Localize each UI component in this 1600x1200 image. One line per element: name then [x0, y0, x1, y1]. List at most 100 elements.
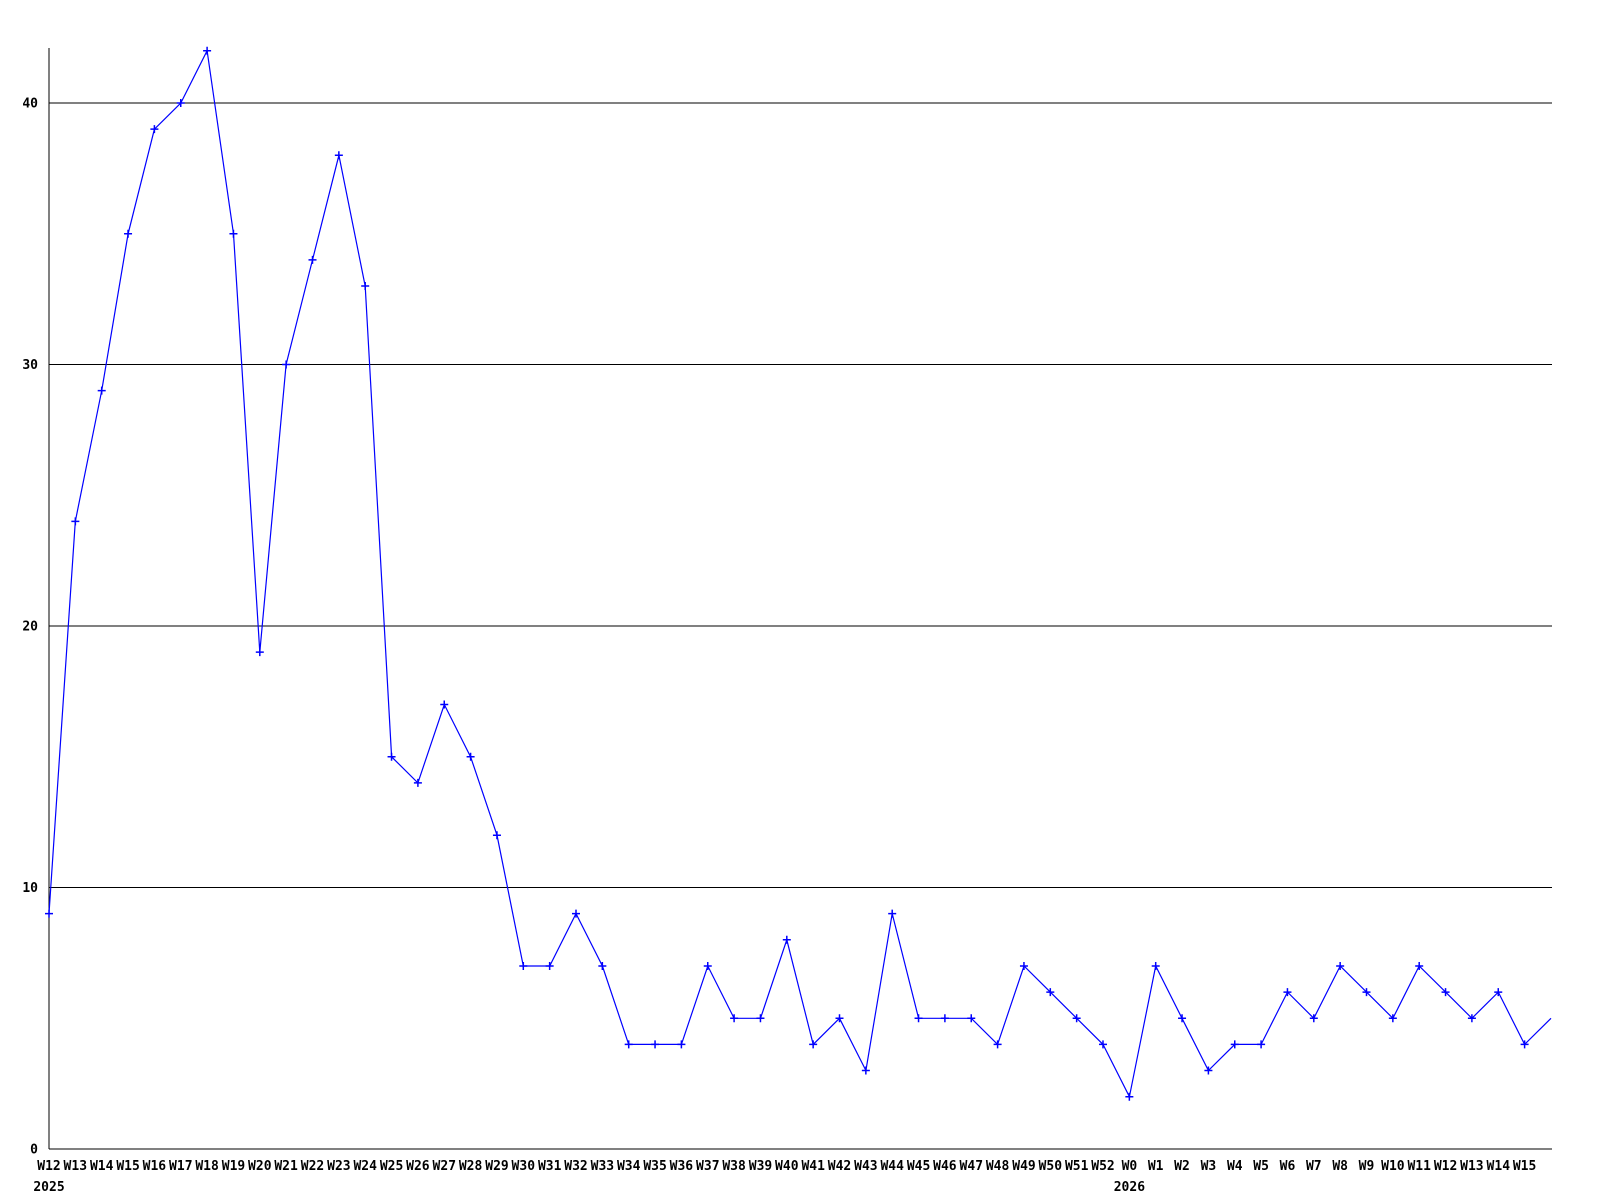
- x-tick-label: W14: [90, 1159, 114, 1174]
- data-point-marker: [1072, 1014, 1081, 1023]
- x-tick-label: W23: [327, 1159, 350, 1174]
- data-point-marker: [940, 1014, 949, 1023]
- x-tick-label: W7: [1306, 1159, 1322, 1174]
- x-tick-label: W36: [670, 1159, 694, 1174]
- x-tick-label: W12: [1434, 1159, 1457, 1174]
- x-tick-label: W9: [1359, 1159, 1375, 1174]
- data-point-marker: [703, 961, 712, 970]
- x-tick-label: W43: [854, 1159, 877, 1174]
- x-tick-label: W24: [353, 1159, 377, 1174]
- data-point-marker: [1520, 1040, 1529, 1049]
- data-point-marker: [730, 1014, 739, 1023]
- data-point-marker: [624, 1040, 633, 1049]
- data-point-marker: [1362, 988, 1371, 997]
- x-tick-label: W8: [1332, 1159, 1348, 1174]
- x-tick-label: W34: [617, 1159, 641, 1174]
- data-point-marker: [756, 1014, 765, 1023]
- data-point-marker: [861, 1066, 870, 1075]
- x-tick-label: W42: [828, 1159, 851, 1174]
- x-tick-label: W46: [933, 1159, 957, 1174]
- x-tick-label: W25: [380, 1159, 403, 1174]
- data-point-marker: [1046, 988, 1055, 997]
- x-tick-label: W11: [1407, 1159, 1431, 1174]
- data-point-marker: [1099, 1040, 1107, 1049]
- x-tick-label: W45: [907, 1159, 930, 1174]
- x-tick-label: W22: [301, 1159, 324, 1174]
- data-point-marker: [124, 229, 133, 238]
- data-point-marker: [993, 1040, 1002, 1049]
- data-point-marker: [1178, 1014, 1187, 1023]
- data-point-marker: [1388, 1014, 1397, 1023]
- x-tick-label: W3: [1201, 1159, 1217, 1174]
- data-point-marker: [361, 282, 370, 291]
- y-tick-label: 0: [30, 1143, 38, 1158]
- x-tick-label: W6: [1280, 1159, 1296, 1174]
- data-point-marker: [835, 1014, 844, 1023]
- data-point-marker: [45, 909, 53, 918]
- x-tick-label: W19: [222, 1159, 245, 1174]
- x-tick-label: W18: [195, 1159, 219, 1174]
- data-point-marker: [519, 961, 528, 970]
- x-tick-label: W50: [1039, 1159, 1063, 1174]
- x-tick-label: W13: [64, 1159, 87, 1174]
- x-tick-label: W44: [880, 1159, 904, 1174]
- data-point-marker: [282, 360, 291, 369]
- x-tick-label: W49: [1012, 1159, 1035, 1174]
- data-point-marker: [229, 229, 238, 238]
- x-tick-label: W52: [1091, 1159, 1114, 1174]
- x-tick-label: W26: [406, 1159, 430, 1174]
- data-point-marker: [1019, 961, 1028, 970]
- x-tick-label: W27: [433, 1159, 456, 1174]
- series-line: [48, 48, 1552, 1099]
- x-tick-label: W30: [512, 1159, 536, 1174]
- x-tick-label: W28: [459, 1159, 483, 1174]
- x-tick-label: W15: [1513, 1159, 1536, 1174]
- data-point-marker: [71, 517, 80, 526]
- x-tick-label: W29: [485, 1159, 508, 1174]
- y-tick-label: 10: [22, 881, 38, 896]
- x-tick-label: W16: [143, 1159, 167, 1174]
- x-tick-label: W0: [1122, 1159, 1138, 1174]
- data-point-marker: [651, 1040, 660, 1049]
- data-point-marker: [1125, 1092, 1134, 1101]
- data-point-marker: [1204, 1066, 1213, 1075]
- x-tick-label: W40: [775, 1159, 799, 1174]
- x-tick-label: W2: [1174, 1159, 1190, 1174]
- data-point-marker: [492, 831, 501, 840]
- data-point-marker: [967, 1014, 976, 1023]
- x-tick-label: W21: [274, 1159, 298, 1174]
- x-tick-label: W32: [564, 1159, 587, 1174]
- x-tick-label: W51: [1065, 1159, 1089, 1174]
- data-point-marker: [466, 752, 475, 761]
- data-point-marker: [203, 46, 212, 55]
- x-tick-label: W33: [591, 1159, 614, 1174]
- x-tick-label: W47: [960, 1159, 983, 1174]
- x-tick-label: W5: [1253, 1159, 1269, 1174]
- data-point-marker: [545, 961, 554, 970]
- data-point-marker: [809, 1040, 818, 1049]
- x-tick-label: W15: [116, 1159, 139, 1174]
- x-tick-label: W1: [1148, 1159, 1164, 1174]
- data-point-marker: [255, 648, 264, 657]
- y-tick-label: 20: [22, 620, 38, 635]
- y-tick-label: 30: [22, 358, 38, 373]
- year-label: 2026: [1114, 1180, 1145, 1195]
- data-point-marker: [387, 752, 396, 761]
- x-tick-label: W20: [248, 1159, 272, 1174]
- data-point-marker: [334, 151, 343, 160]
- x-tick-label: W14: [1487, 1159, 1511, 1174]
- data-point-marker: [1230, 1040, 1239, 1049]
- data-point-marker: [440, 700, 449, 709]
- year-label: 2025: [33, 1180, 64, 1195]
- data-point-marker: [888, 909, 897, 918]
- x-tick-label: W41: [801, 1159, 825, 1174]
- y-tick-label: 40: [22, 97, 38, 112]
- data-point-marker: [1336, 961, 1345, 970]
- data-point-marker: [572, 909, 580, 918]
- data-point-marker: [1494, 988, 1503, 997]
- data-point-marker: [1441, 988, 1450, 997]
- data-point-marker: [1257, 1040, 1266, 1049]
- data-point-marker: [914, 1014, 923, 1023]
- x-tick-label: W39: [749, 1159, 772, 1174]
